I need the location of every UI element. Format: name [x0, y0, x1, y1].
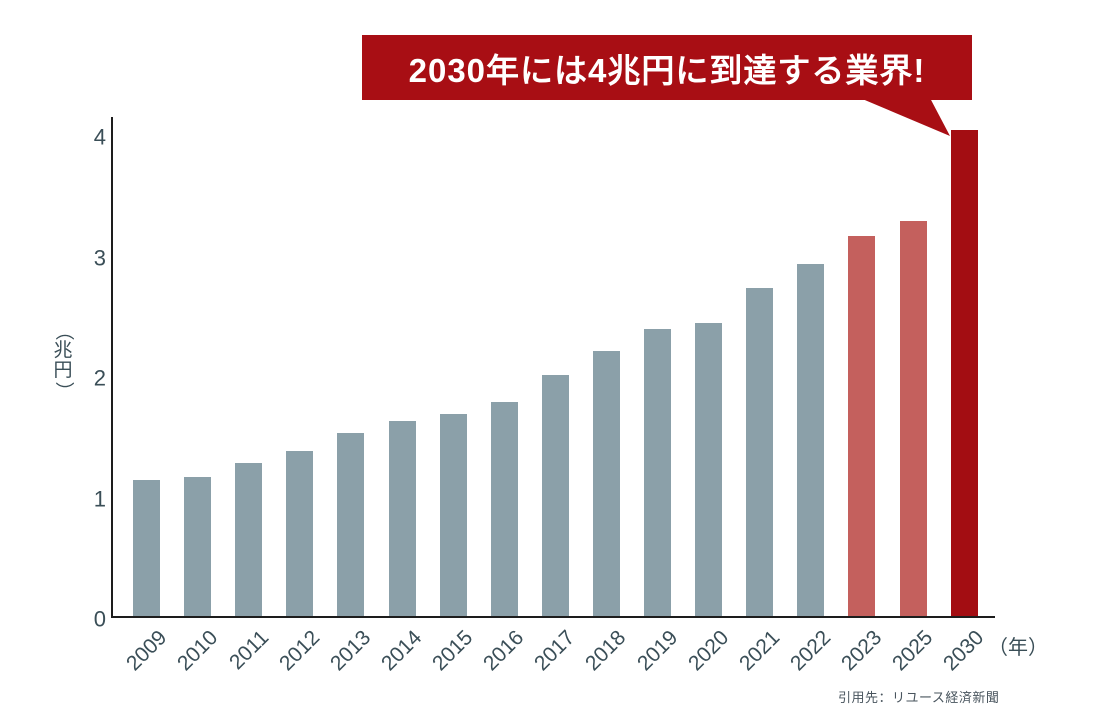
plot-area	[111, 117, 995, 618]
bar-2017	[541, 375, 569, 616]
y-tick-label-2: 2	[93, 365, 106, 391]
x-axis-unit-label: （年）	[988, 637, 1048, 659]
x-tick-label-2030: 2030	[939, 626, 989, 676]
x-tick-label-2020: 2020	[683, 626, 733, 676]
x-tick-label-2025: 2025	[887, 626, 938, 676]
x-tick-label-2009: 2009	[121, 626, 171, 676]
y-tick-label-4: 4	[93, 124, 106, 150]
bar-2030	[950, 130, 978, 616]
y-tick-label-3: 3	[93, 244, 106, 270]
bar-2020	[695, 323, 723, 616]
x-tick-label-2013: 2013	[325, 626, 376, 676]
y-tick-label-0: 0	[93, 606, 106, 632]
x-tick-label-2010: 2010	[172, 626, 222, 676]
x-tick-label-2021: 2021	[734, 626, 784, 676]
y-axis-unit-label: （兆円）	[52, 321, 74, 401]
x-tick-label-2012: 2012	[274, 626, 325, 676]
bar-2023	[848, 236, 876, 616]
callout-tail-shape	[860, 98, 950, 136]
bar-2010	[184, 477, 212, 616]
bar-2025	[899, 220, 927, 616]
x-tick-label-2014: 2014	[376, 626, 427, 676]
callout-banner-text: 2030年には4兆円に到達する業界!	[408, 51, 926, 89]
x-tick-label-2016: 2016	[479, 626, 529, 676]
y-tick-label-1: 1	[93, 485, 106, 511]
bar-2021	[746, 288, 774, 616]
x-tick-label-2022: 2022	[785, 626, 836, 676]
source-credit: 引用先：リユース経済新聞	[838, 690, 1000, 705]
x-tick-label-2019: 2019	[632, 626, 682, 676]
x-tick-label-2015: 2015	[428, 626, 478, 676]
callout-banner: 2030年には4兆円に到達する業界!	[362, 35, 972, 100]
bar-2011	[235, 462, 263, 616]
bar-2016	[490, 401, 518, 616]
x-tick-label-2011: 2011	[224, 626, 273, 675]
bar-2019	[644, 329, 671, 616]
bar-2018	[592, 350, 620, 616]
bar-2014	[388, 420, 416, 616]
x-tick-label-2018: 2018	[581, 626, 631, 676]
x-tick-label-2017: 2017	[530, 626, 580, 676]
bar-2013	[337, 432, 365, 616]
bar-2009	[133, 479, 160, 616]
x-tick-label-2023: 2023	[836, 626, 887, 676]
bar-2022	[797, 264, 825, 616]
callout-banner-tail	[860, 98, 950, 136]
bar-2012	[286, 450, 314, 616]
bar-2015	[439, 413, 467, 616]
